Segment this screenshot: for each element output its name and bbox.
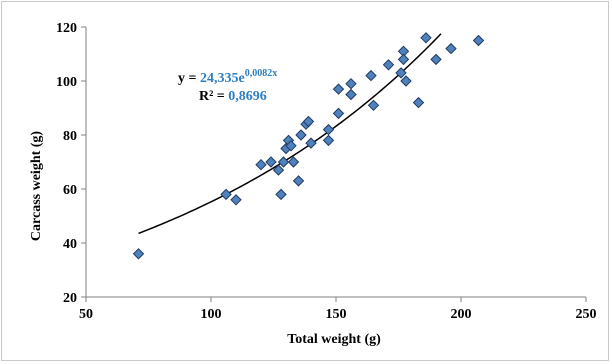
data-point — [332, 107, 345, 120]
axes: 20 40 60 80 100 120 50 100 150 200 250 — [56, 21, 597, 322]
data-point — [412, 96, 425, 109]
data-point — [420, 32, 432, 44]
data-point — [272, 164, 285, 176]
data-point — [305, 137, 317, 149]
data-point — [287, 156, 300, 168]
data-point — [295, 129, 307, 141]
trendline-layer — [138, 33, 442, 235]
y-tick-label: 120 — [56, 21, 77, 36]
data-point — [292, 175, 305, 187]
data-point — [345, 88, 357, 101]
y-tick-label: 20 — [63, 291, 77, 306]
x-tick-label: 200 — [451, 307, 472, 322]
r2-value: 0,8696 — [228, 89, 267, 104]
x-tick-label: 50 — [79, 307, 93, 322]
trend-equation: y = 24,335e0,0082x — [178, 68, 277, 86]
equation-exponent: 0,0082x — [245, 68, 278, 79]
data-point — [285, 140, 297, 152]
data-point — [220, 188, 232, 201]
data-points — [132, 32, 485, 260]
data-point — [277, 156, 290, 168]
y-tick-label: 40 — [63, 237, 77, 252]
data-point — [302, 115, 315, 128]
equation-prefix: y = — [178, 71, 200, 86]
y-axis-title: Carcass weight (g) — [29, 131, 44, 242]
y-tick-label: 60 — [63, 183, 77, 198]
data-point — [430, 53, 442, 66]
data-point — [332, 83, 345, 95]
r2-prefix: R² = — [199, 89, 228, 104]
data-point — [445, 42, 457, 55]
x-tick-label: 100 — [201, 307, 222, 322]
data-point — [397, 53, 410, 66]
data-point — [367, 99, 380, 112]
exponential-trendline — [138, 33, 442, 235]
data-point — [322, 134, 335, 147]
r-squared: R² = 0,8696 — [199, 89, 267, 104]
data-point — [382, 59, 395, 71]
y-tick-label: 100 — [56, 75, 77, 90]
data-point — [230, 194, 242, 206]
data-point — [265, 156, 277, 168]
x-axis-title: Total weight (g) — [287, 332, 381, 347]
x-tick-label: 250 — [576, 307, 597, 322]
data-point — [365, 69, 377, 82]
data-point — [472, 34, 485, 47]
data-point — [395, 67, 407, 79]
data-point — [345, 77, 357, 90]
x-tick-label: 150 — [326, 307, 347, 322]
data-point — [400, 75, 412, 87]
data-point — [275, 188, 287, 201]
data-point — [322, 123, 335, 136]
y-tick-label: 80 — [63, 129, 77, 144]
equation-coefficient: 24,335e — [200, 71, 245, 86]
data-point — [255, 158, 267, 171]
data-point — [132, 248, 145, 260]
